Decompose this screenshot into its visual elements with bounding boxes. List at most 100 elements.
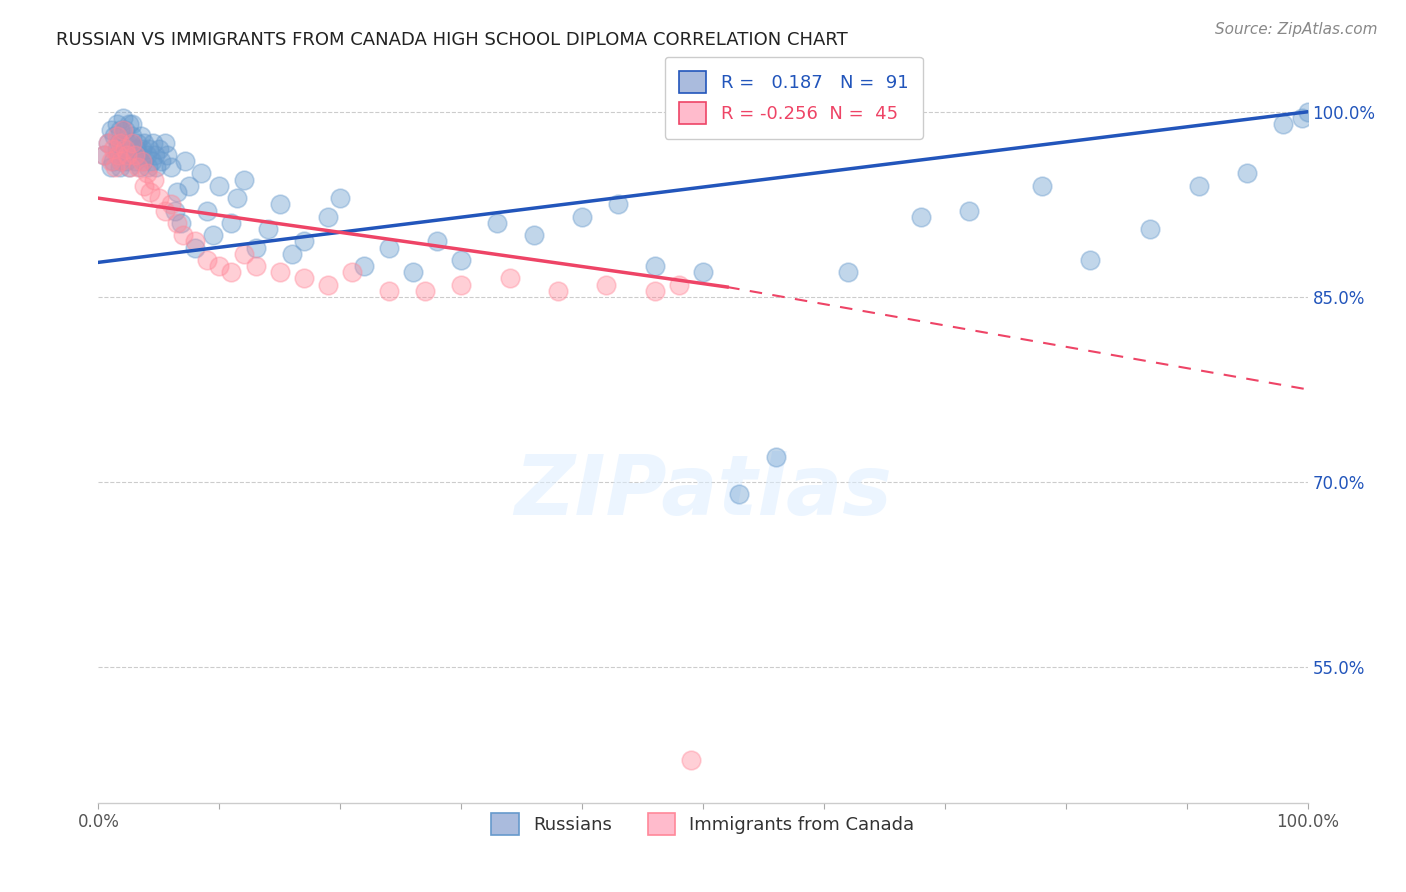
- Legend: Russians, Immigrants from Canada: Russians, Immigrants from Canada: [477, 798, 929, 849]
- Point: [281, 246, 304, 260]
- Text: Source: ZipAtlas.com: Source: ZipAtlas.com: [1215, 22, 1378, 37]
- Point: [111, 111, 134, 125]
- Point: [226, 191, 249, 205]
- Point: [131, 154, 153, 169]
- Point: [118, 161, 141, 175]
- Point: [129, 129, 152, 144]
- Point: [93, 148, 115, 162]
- Point: [124, 148, 146, 162]
- Point: [377, 240, 399, 255]
- Point: [172, 228, 194, 243]
- Point: [97, 136, 120, 150]
- Point: [145, 161, 167, 175]
- Point: [1296, 104, 1319, 119]
- Point: [910, 210, 932, 224]
- Point: [111, 136, 134, 150]
- Point: [153, 203, 176, 218]
- Point: [668, 277, 690, 292]
- Point: [160, 161, 183, 175]
- Point: [132, 154, 155, 169]
- Point: [1031, 178, 1053, 193]
- Point: [1291, 111, 1313, 125]
- Point: [195, 252, 218, 267]
- Point: [125, 142, 148, 156]
- Text: RUSSIAN VS IMMIGRANTS FROM CANADA HIGH SCHOOL DIPLOMA CORRELATION CHART: RUSSIAN VS IMMIGRANTS FROM CANADA HIGH S…: [56, 31, 848, 49]
- Point: [163, 203, 186, 218]
- Point: [644, 284, 666, 298]
- Point: [174, 154, 197, 169]
- Point: [498, 271, 520, 285]
- Point: [110, 154, 132, 169]
- Point: [135, 167, 157, 181]
- Point: [571, 210, 593, 224]
- Point: [100, 154, 122, 169]
- Point: [131, 142, 153, 156]
- Point: [118, 161, 141, 175]
- Point: [160, 197, 183, 211]
- Point: [153, 136, 176, 150]
- Point: [245, 259, 267, 273]
- Point: [120, 136, 142, 150]
- Point: [184, 240, 207, 255]
- Point: [135, 148, 157, 162]
- Point: [644, 259, 666, 273]
- Point: [139, 185, 162, 199]
- Point: [1078, 252, 1101, 267]
- Point: [957, 203, 980, 218]
- Point: [413, 284, 436, 298]
- Point: [105, 142, 128, 156]
- Point: [103, 129, 125, 144]
- Point: [342, 265, 364, 279]
- Point: [426, 235, 449, 249]
- Point: [221, 216, 243, 230]
- Point: [256, 222, 278, 236]
- Point: [765, 450, 787, 465]
- Point: [136, 161, 159, 175]
- Point: [141, 154, 163, 169]
- Point: [232, 246, 254, 260]
- Point: [121, 117, 143, 131]
- Point: [121, 129, 143, 144]
- Point: [148, 142, 170, 156]
- Point: [184, 235, 207, 249]
- Point: [108, 136, 131, 150]
- Point: [208, 259, 231, 273]
- Point: [134, 178, 156, 193]
- Point: [316, 210, 339, 224]
- Point: [112, 148, 135, 162]
- Point: [166, 216, 188, 230]
- Point: [104, 161, 127, 175]
- Point: [101, 154, 124, 169]
- Point: [607, 197, 630, 211]
- Point: [108, 123, 131, 137]
- Point: [111, 123, 134, 137]
- Point: [134, 136, 156, 150]
- Point: [117, 136, 139, 150]
- Point: [100, 161, 122, 175]
- Point: [837, 265, 859, 279]
- Point: [110, 154, 132, 169]
- Point: [121, 136, 143, 150]
- Point: [93, 148, 115, 162]
- Point: [150, 154, 173, 169]
- Point: [245, 240, 267, 255]
- Point: [292, 235, 315, 249]
- Point: [190, 167, 212, 181]
- Point: [118, 117, 141, 131]
- Point: [115, 154, 138, 169]
- Point: [114, 142, 136, 156]
- Point: [128, 161, 150, 175]
- Point: [486, 216, 509, 230]
- Point: [692, 265, 714, 279]
- Point: [143, 172, 166, 186]
- Point: [156, 148, 179, 162]
- Point: [1188, 178, 1211, 193]
- Point: [127, 148, 149, 162]
- Point: [202, 228, 225, 243]
- Point: [450, 277, 472, 292]
- Point: [97, 136, 120, 150]
- Point: [232, 172, 254, 186]
- Point: [114, 123, 136, 137]
- Point: [138, 142, 160, 156]
- Point: [114, 142, 136, 156]
